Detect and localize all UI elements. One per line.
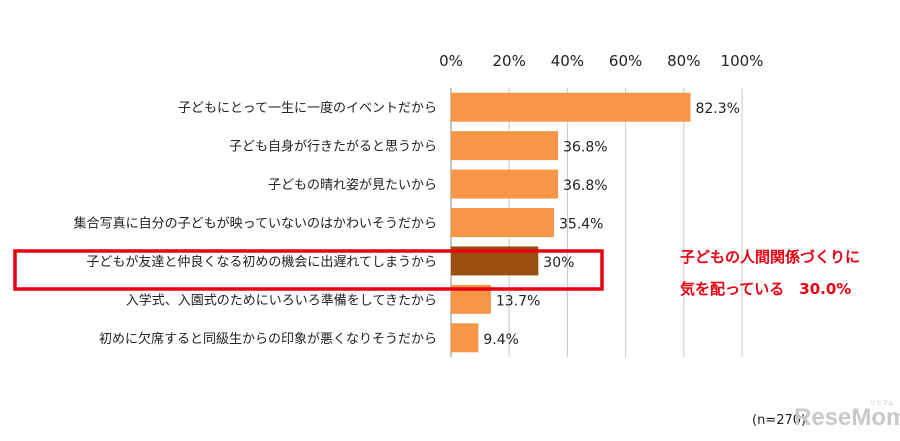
- bar: [451, 208, 555, 237]
- category-labels: 子どもにとって一生に一度のイベントだから子ども自身が行きたがると思うから子どもの…: [74, 100, 437, 347]
- category-label: 子ども自身が行きたがると思うから: [229, 139, 437, 155]
- bar: [451, 323, 479, 353]
- resemom-logo: ReseMom: [794, 404, 900, 431]
- data-label: 9.4%: [483, 332, 519, 348]
- category-label: 入学式、入園式のためにいろいろ準備をしてきたから: [126, 292, 437, 308]
- data-label: 36.8%: [563, 140, 607, 156]
- highlight-box: [13, 249, 604, 291]
- data-label: 36.8%: [563, 178, 607, 194]
- bar: [451, 131, 559, 161]
- sample-size-note: (n=270): [752, 413, 806, 428]
- bar: [451, 92, 691, 122]
- bar: [451, 169, 559, 199]
- category-label: 初めに欠席すると同級生からの印象が悪くなりそうだから: [99, 331, 437, 347]
- category-label: 子どもにとって一生に一度のイベントだから: [178, 100, 437, 116]
- data-label: 13.7%: [496, 293, 540, 309]
- data-label: 35.4%: [559, 217, 603, 233]
- category-label: 子どもの晴れ姿が見たいから: [268, 177, 437, 193]
- annotation-line-1: 子どもの人間関係づくりに: [680, 248, 860, 266]
- x-tick-label: 0%: [439, 52, 463, 70]
- data-labels: 82.3% 36.8% 36.8% 35.4% 30% 13.7% 9.4%: [483, 101, 740, 348]
- category-label: 集合写真に自分の子どもが映っていないのはかわいそうだから: [74, 216, 437, 232]
- x-tick-label: 100%: [721, 52, 764, 70]
- annotation-line-2: 気を配っている 30.0%: [680, 280, 851, 298]
- x-tick-label: 40%: [551, 52, 584, 70]
- data-label: 30%: [543, 255, 574, 271]
- data-label: 82.3%: [695, 101, 739, 117]
- x-tick-label: 20%: [493, 52, 526, 70]
- bars: [451, 92, 691, 353]
- x-tick-labels: 0% 20% 40% 60% 80% 100%: [439, 52, 763, 70]
- x-tick-label: 80%: [667, 52, 700, 70]
- resemom-logo-kana: リセマム: [870, 400, 894, 407]
- x-tick-label: 60%: [609, 52, 642, 70]
- category-label: 子どもが友達と仲良くなる初めの機会に出遅れてしまうから: [86, 254, 437, 270]
